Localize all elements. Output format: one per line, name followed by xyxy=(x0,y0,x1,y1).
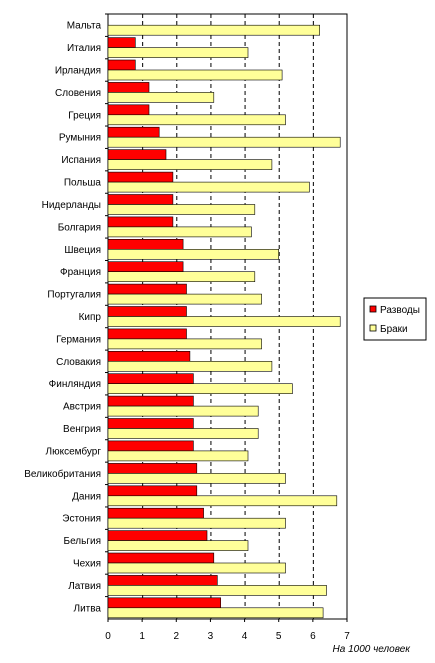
category-label: Польша xyxy=(64,178,102,189)
category-label: Франция xyxy=(60,267,101,278)
bar-marriages xyxy=(107,159,273,170)
category-label: Италия xyxy=(67,43,101,54)
x-tick-label: 1 xyxy=(139,631,145,642)
x-tick-label: 0 xyxy=(105,631,111,642)
bar-divorces xyxy=(107,373,194,385)
bar-divorces xyxy=(107,552,215,564)
bar-divorces xyxy=(107,418,194,429)
bar-divorces xyxy=(107,463,198,474)
bar-divorces xyxy=(107,37,136,48)
x-tick-label: 5 xyxy=(276,631,282,642)
category-label: Испания xyxy=(61,155,101,166)
bar-marriages xyxy=(107,181,310,193)
bar-divorces xyxy=(107,485,198,497)
bar-marriages xyxy=(107,226,252,238)
bar-marriages xyxy=(107,338,262,350)
x-tick-label: 3 xyxy=(208,631,214,642)
bar-divorces xyxy=(107,239,184,250)
bar-divorces xyxy=(107,597,221,609)
bar-marriages xyxy=(107,360,273,372)
bar-divorces xyxy=(107,328,187,340)
bar-divorces xyxy=(107,82,150,93)
bar-marriages xyxy=(107,271,256,283)
bar-marriages xyxy=(107,562,286,574)
legend-label-marriages: Браки xyxy=(380,324,408,335)
category-label: Нидерланды xyxy=(42,200,101,211)
category-label: Эстония xyxy=(62,514,101,525)
category-label: Греция xyxy=(68,110,101,121)
bar-marriages xyxy=(107,540,249,551)
bar-marriages xyxy=(107,316,341,327)
bar-divorces xyxy=(107,575,218,586)
category-labels: Мальта Италия Ирландия Словения Греция Румыни… xyxy=(24,13,108,614)
bar-marriages xyxy=(107,428,259,439)
category-label: Германия xyxy=(56,334,101,345)
category-label: Венгрия xyxy=(63,424,101,435)
bar-divorces xyxy=(107,395,194,407)
bar-divorces xyxy=(107,194,174,205)
category-label: Португалия xyxy=(47,290,101,301)
bar-marriages xyxy=(107,383,293,395)
category-label: Словакия xyxy=(56,357,101,368)
category-label: Латвия xyxy=(68,581,101,592)
bar-marriages xyxy=(107,405,259,417)
bar-marriages xyxy=(107,114,286,126)
bar-divorces xyxy=(107,507,204,519)
x-axis-title: На 1000 человек xyxy=(333,644,412,655)
x-tick-label: 7 xyxy=(344,631,350,642)
bar-marriages xyxy=(107,249,279,260)
bar-divorces xyxy=(107,350,191,362)
bar-marriages xyxy=(107,204,256,215)
category-label: Дания xyxy=(72,491,101,502)
bar-marriages xyxy=(107,24,320,36)
bar-marriages xyxy=(107,293,262,305)
bar-divorces xyxy=(107,149,167,160)
category-label: Великобритания xyxy=(24,468,101,480)
bar-divorces xyxy=(107,306,187,317)
category-label: Болгария xyxy=(58,222,101,233)
category-label: Словения xyxy=(55,88,101,99)
bar-marriages xyxy=(107,473,286,484)
legend-box xyxy=(363,297,427,341)
legend-swatch-marriages xyxy=(369,324,377,332)
category-label: Бельгия xyxy=(64,536,102,547)
x-axis-ticks: 0 1 2 3 4 5 6 7 xyxy=(105,619,350,642)
bar-divorces xyxy=(107,104,150,116)
x-tick-label: 2 xyxy=(174,631,180,642)
bar-divorces xyxy=(107,59,136,71)
bar-marriages xyxy=(107,517,286,529)
category-label: Люксембург xyxy=(46,445,102,457)
bar-marriages xyxy=(107,69,283,81)
bar-divorces xyxy=(107,216,174,228)
bar-marriages xyxy=(107,607,324,619)
bar-marriages xyxy=(107,495,338,507)
category-label: Финляндия xyxy=(49,379,101,390)
bar-divorces xyxy=(107,171,174,183)
category-label: Чехия xyxy=(73,559,101,570)
category-label: Румыния xyxy=(59,133,101,144)
legend-label-divorces: Разводы xyxy=(380,305,420,316)
category-label: Литва xyxy=(74,603,102,614)
bar-divorces xyxy=(107,261,184,273)
bar-marriages xyxy=(107,136,341,148)
bars xyxy=(107,24,341,619)
category-label: Кипр xyxy=(79,312,102,323)
x-tick-label: 4 xyxy=(242,631,248,642)
bar-divorces xyxy=(107,126,160,138)
category-label: Ирландия xyxy=(55,66,101,77)
bar-marriages xyxy=(107,47,249,58)
legend-swatch-divorces xyxy=(369,305,377,313)
bar-marriages xyxy=(107,92,215,103)
bar-divorces xyxy=(107,283,187,295)
category-label: Швеция xyxy=(64,245,101,256)
category-label: Мальта xyxy=(67,21,102,32)
bar-marriages xyxy=(107,450,249,462)
category-label: Австрия xyxy=(63,402,101,413)
legend: Разводы Браки xyxy=(363,297,427,341)
bar-divorces xyxy=(107,530,208,541)
bar-marriages xyxy=(107,585,327,596)
bar-divorces xyxy=(107,440,194,452)
x-tick-label: 6 xyxy=(310,631,316,642)
